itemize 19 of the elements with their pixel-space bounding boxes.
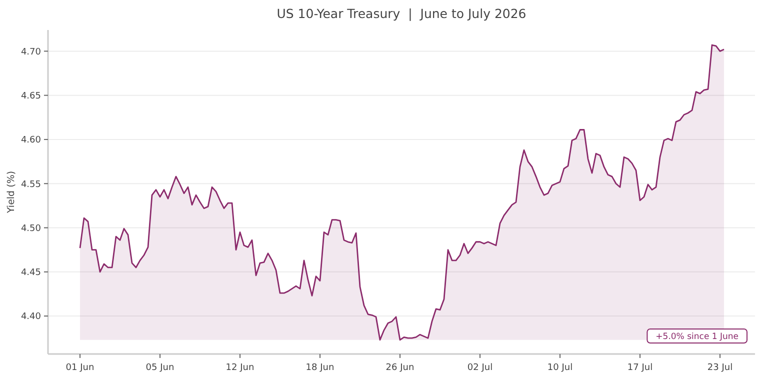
x-tick-label: 01 Jun (66, 363, 94, 373)
x-tick-label: 23 Jul (707, 363, 733, 373)
x-tick-label: 18 Jun (306, 363, 334, 373)
x-tick-label: 12 Jun (226, 363, 254, 373)
y-tick-label: 4.50 (20, 224, 42, 234)
x-tick-label: 05 Jun (146, 363, 174, 373)
y-tick-label: 4.40 (20, 312, 42, 322)
x-tick-label: 17 Jul (627, 363, 653, 373)
chart-title: US 10-Year Treasury | June to July 2026 (276, 6, 526, 21)
x-tick-label: 10 Jul (547, 363, 573, 373)
y-tick-label: 4.45 (20, 268, 41, 278)
y-tick-label: 4.60 (20, 136, 42, 146)
x-tick-label: 26 Jun (386, 363, 414, 373)
x-tick-label: 02 Jul (467, 363, 493, 373)
y-tick-label: 4.65 (20, 91, 41, 102)
annotation: +5.0% since 1 June (656, 332, 739, 342)
y-tick-label: 4.55 (20, 180, 41, 190)
y-tick-label: 4.70 (20, 47, 42, 58)
y-axis-title: Yield (%) (6, 170, 17, 214)
